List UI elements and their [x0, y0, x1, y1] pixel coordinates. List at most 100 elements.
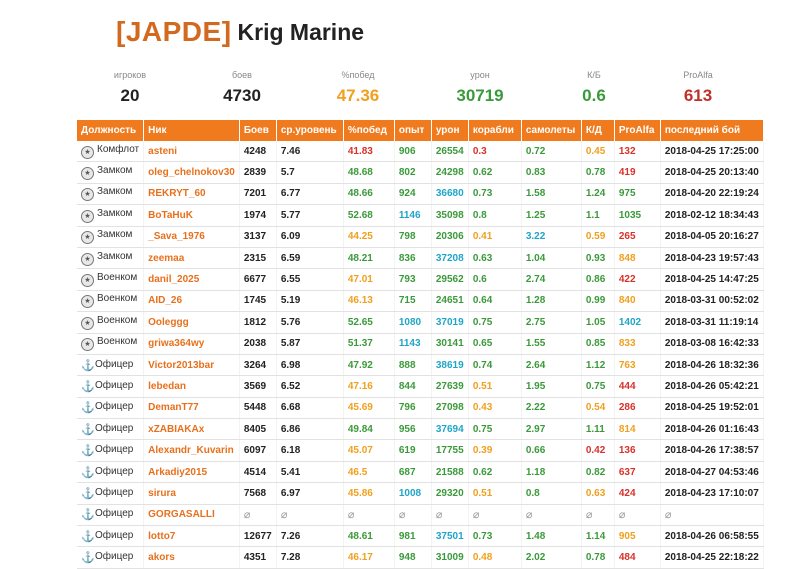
column-header[interactable]: последний бой — [660, 120, 764, 141]
planes-cell: 1.55 — [521, 333, 582, 355]
ships-cell: 0.73 — [468, 183, 522, 206]
kd-cell: 1.1 — [581, 204, 615, 227]
table-row: ⚓Офицер lebedan 3569 6.52 47.16 844 27639 0.51 1… — [77, 375, 764, 398]
column-header[interactable]: %побед — [343, 120, 395, 141]
table-row: ⚓Офицер xZABIAKAx 8405 6.86 49.84 956 37694 0.7… — [77, 418, 764, 441]
player-link[interactable]: BoTaHuK — [143, 204, 240, 227]
player-link[interactable]: oleg_chelnokov30 — [143, 161, 240, 184]
exp-cell: 796 — [394, 397, 432, 420]
last-battle-cell: 2018-04-26 01:16:43 — [660, 418, 764, 441]
badge-icon: ★ — [81, 274, 94, 288]
role-cell: ⚓Офицер — [77, 439, 145, 462]
column-header[interactable]: К/Д — [581, 120, 615, 141]
column-header[interactable]: самолеты — [521, 120, 582, 141]
player-link[interactable]: AID_26 — [143, 290, 240, 313]
planes-cell: 1.48 — [521, 525, 582, 548]
stat-value: 20 — [120, 86, 140, 105]
proalfa-cell: 419 — [614, 161, 661, 184]
na-cell: ⌀ — [614, 504, 661, 527]
winrate-cell: 52.65 — [343, 311, 395, 334]
level-cell: 5.77 — [276, 204, 344, 227]
ships-cell: 0.48 — [468, 546, 522, 569]
proalfa-cell: 265 — [614, 226, 661, 248]
player-link[interactable]: danil_2025 — [143, 268, 240, 291]
ships-cell: 0.51 — [468, 482, 522, 505]
stat-winrate: %побед 47.36 — [298, 70, 418, 106]
stat-label: игроков — [113, 70, 147, 80]
player-link[interactable]: Arkadiy2015 — [143, 461, 240, 484]
anchor-icon: ⚓ — [81, 552, 95, 565]
battles-cell: 12677 — [239, 525, 277, 548]
stat-value: 613 — [683, 86, 713, 105]
level-cell: 7.28 — [276, 546, 344, 569]
column-header[interactable]: Боев — [239, 120, 277, 141]
last-battle-cell: 2018-04-05 20:16:27 — [660, 226, 764, 248]
anchor-icon: ⚓ — [81, 530, 95, 543]
column-header[interactable]: ср.уровень — [276, 120, 344, 141]
role-cell: ★ Комфлот — [77, 141, 145, 163]
stat-kd: К/Б 0.6 — [534, 70, 654, 106]
stat-value: 47.36 — [336, 86, 380, 105]
kd-cell: 0.85 — [581, 333, 615, 355]
kd-cell: 0.59 — [581, 226, 615, 248]
player-link[interactable]: Victor2013bar — [143, 354, 240, 377]
winrate-cell: 49.84 — [343, 418, 395, 441]
column-header[interactable]: Должность — [77, 120, 145, 141]
battles-cell: 1812 — [239, 311, 277, 334]
planes-cell: 1.28 — [521, 290, 582, 313]
role-label: Офицер — [95, 401, 134, 413]
anchor-icon: ⚓ — [81, 423, 95, 436]
clan-summary: игроков 20 боев 4730 %побед 47.36 урон 3… — [0, 70, 800, 110]
damage-cell: 27639 — [431, 375, 469, 398]
level-cell: 6.86 — [276, 418, 344, 441]
planes-cell: 1.25 — [521, 204, 582, 227]
player-link[interactable]: lebedan — [143, 375, 240, 398]
table-row: ⚓Офицер Arkadiy2015 4514 5.41 46.5 687 21588 0.… — [77, 461, 764, 484]
player-link[interactable]: _Sava_1976 — [143, 226, 240, 248]
level-cell: 6.68 — [276, 397, 344, 420]
ships-cell: 0.51 — [468, 375, 522, 398]
proalfa-cell: 814 — [614, 418, 661, 441]
battles-cell: 3264 — [239, 354, 277, 377]
column-header[interactable]: урон — [431, 120, 469, 141]
level-cell: 6.59 — [276, 247, 344, 270]
player-link[interactable]: zeemaa — [143, 247, 240, 270]
planes-cell: 1.95 — [521, 375, 582, 398]
player-link[interactable]: asteni — [143, 141, 240, 163]
column-header[interactable]: опыт — [394, 120, 432, 141]
winrate-cell: 46.17 — [343, 546, 395, 569]
level-cell: 6.77 — [276, 183, 344, 206]
proalfa-cell: 1402 — [614, 311, 661, 334]
player-link[interactable]: xZABIAKAx — [143, 418, 240, 441]
player-link[interactable]: sirura — [143, 482, 240, 505]
last-battle-cell: 2018-04-23 17:10:07 — [660, 482, 764, 505]
last-battle-cell: 2018-04-26 17:38:57 — [660, 439, 764, 462]
planes-cell: 2.22 — [521, 397, 582, 420]
column-header[interactable]: корабли — [468, 120, 522, 141]
column-header[interactable]: ProAlfa — [614, 120, 661, 141]
anchor-icon: ⚓ — [81, 359, 95, 372]
role-label: Офицер — [95, 508, 134, 520]
role-cell: ★ Замком — [77, 204, 145, 227]
winrate-cell: 46.13 — [343, 290, 395, 313]
column-header[interactable]: Ник — [143, 120, 240, 141]
player-link[interactable]: Alexandr_Kuvarin — [143, 439, 240, 462]
ships-cell: 0.62 — [468, 161, 522, 184]
table-row: ★ Комфлот asteni 4248 7.46 41.83 906 26554 0.3 0.… — [77, 141, 764, 163]
table-row: ⚓Офицер akors 4351 7.28 46.17 948 31009 0.48 2.0… — [77, 546, 764, 569]
player-link[interactable]: DemanT77 — [143, 397, 240, 420]
battles-cell: 3569 — [239, 375, 277, 398]
exp-cell: 906 — [394, 141, 432, 163]
role-label: Военком — [97, 314, 138, 326]
player-link[interactable]: akors — [143, 546, 240, 569]
player-link[interactable]: GORGASALLI — [143, 504, 240, 527]
role-cell: ★ Замком — [77, 226, 145, 248]
player-link[interactable]: Ooleggg — [143, 311, 240, 334]
last-battle-cell: 2018-03-08 16:42:33 — [660, 333, 764, 355]
battles-cell: 4248 — [239, 141, 277, 163]
proalfa-cell: 975 — [614, 183, 661, 206]
player-link[interactable]: REKRYT_60 — [143, 183, 240, 206]
exp-cell: 687 — [394, 461, 432, 484]
player-link[interactable]: griwa364wy — [143, 333, 240, 355]
player-link[interactable]: lotto7 — [143, 525, 240, 548]
